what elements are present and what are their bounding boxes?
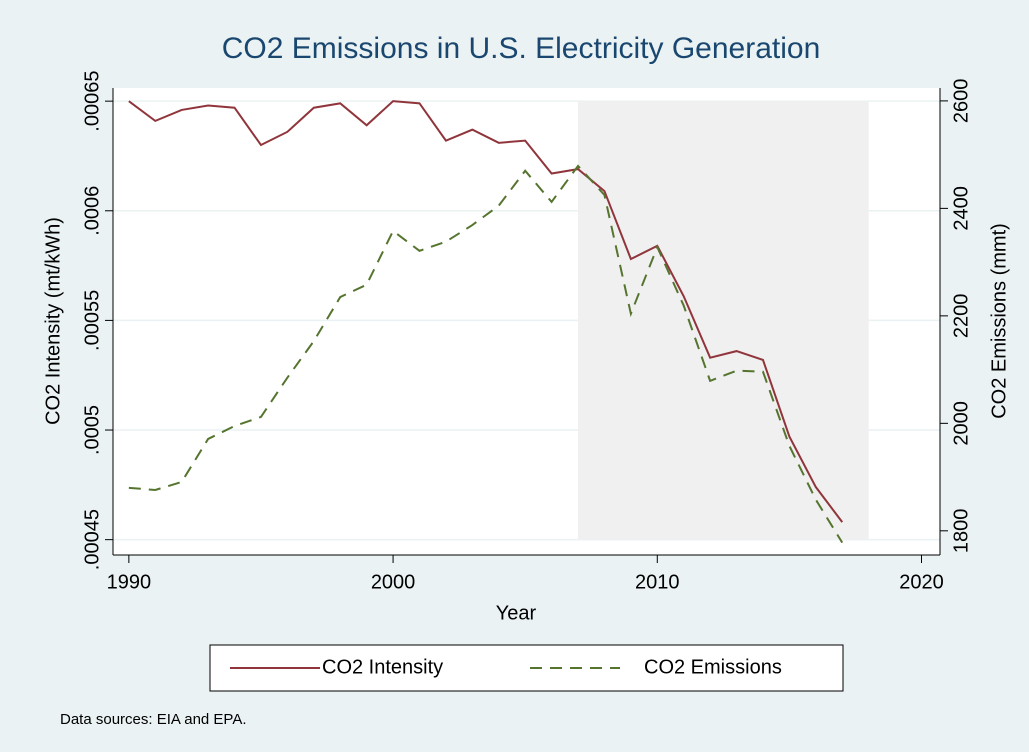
note: Data sources: EIA and EPA. [60,711,247,728]
y2-tick-label: 1800 [950,509,972,554]
y-axis-label: CO2 Intensity (mt/kWh) [42,217,64,425]
legend-label: CO2 Intensity [322,656,443,678]
y2-tick-label: 2600 [950,79,972,124]
series-line [128,100,844,523]
x-axis-label: Year [496,602,537,624]
y-tick-label: .0005 [81,405,103,455]
y2-axis-label: CO2 Emissions (mmt) [988,223,1010,419]
x-tick-label: 2000 [371,571,416,593]
y-tick-label: .00065 [81,71,103,132]
y2-tick-label: 2400 [950,186,972,231]
x-tick-label: 1990 [107,571,152,593]
x-tick-label: 2020 [899,571,944,593]
x-tick-label: 2010 [635,571,680,593]
y2-tick-label: 2000 [950,401,972,446]
legend-label: CO2 Emissions [644,656,782,678]
y2-tick-label: 2200 [950,294,972,339]
y-tick-label: .0006 [81,186,103,236]
series-line [128,164,844,544]
y-tick-label: .00055 [81,290,103,351]
shaded-region [578,101,869,540]
chart-title: CO2 Emissions in U.S. Electricity Genera… [222,32,821,65]
y-tick-label: .00045 [81,509,103,570]
